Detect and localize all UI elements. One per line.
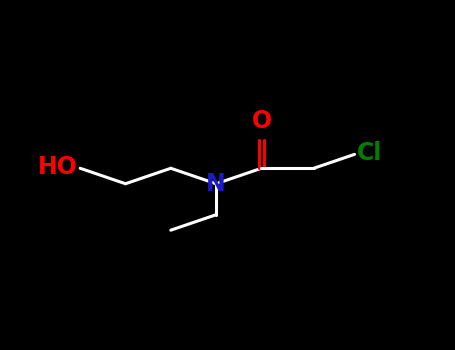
- Text: N: N: [206, 172, 226, 196]
- Text: O: O: [251, 110, 272, 133]
- Text: Cl: Cl: [357, 141, 382, 164]
- Text: HO: HO: [38, 154, 78, 178]
